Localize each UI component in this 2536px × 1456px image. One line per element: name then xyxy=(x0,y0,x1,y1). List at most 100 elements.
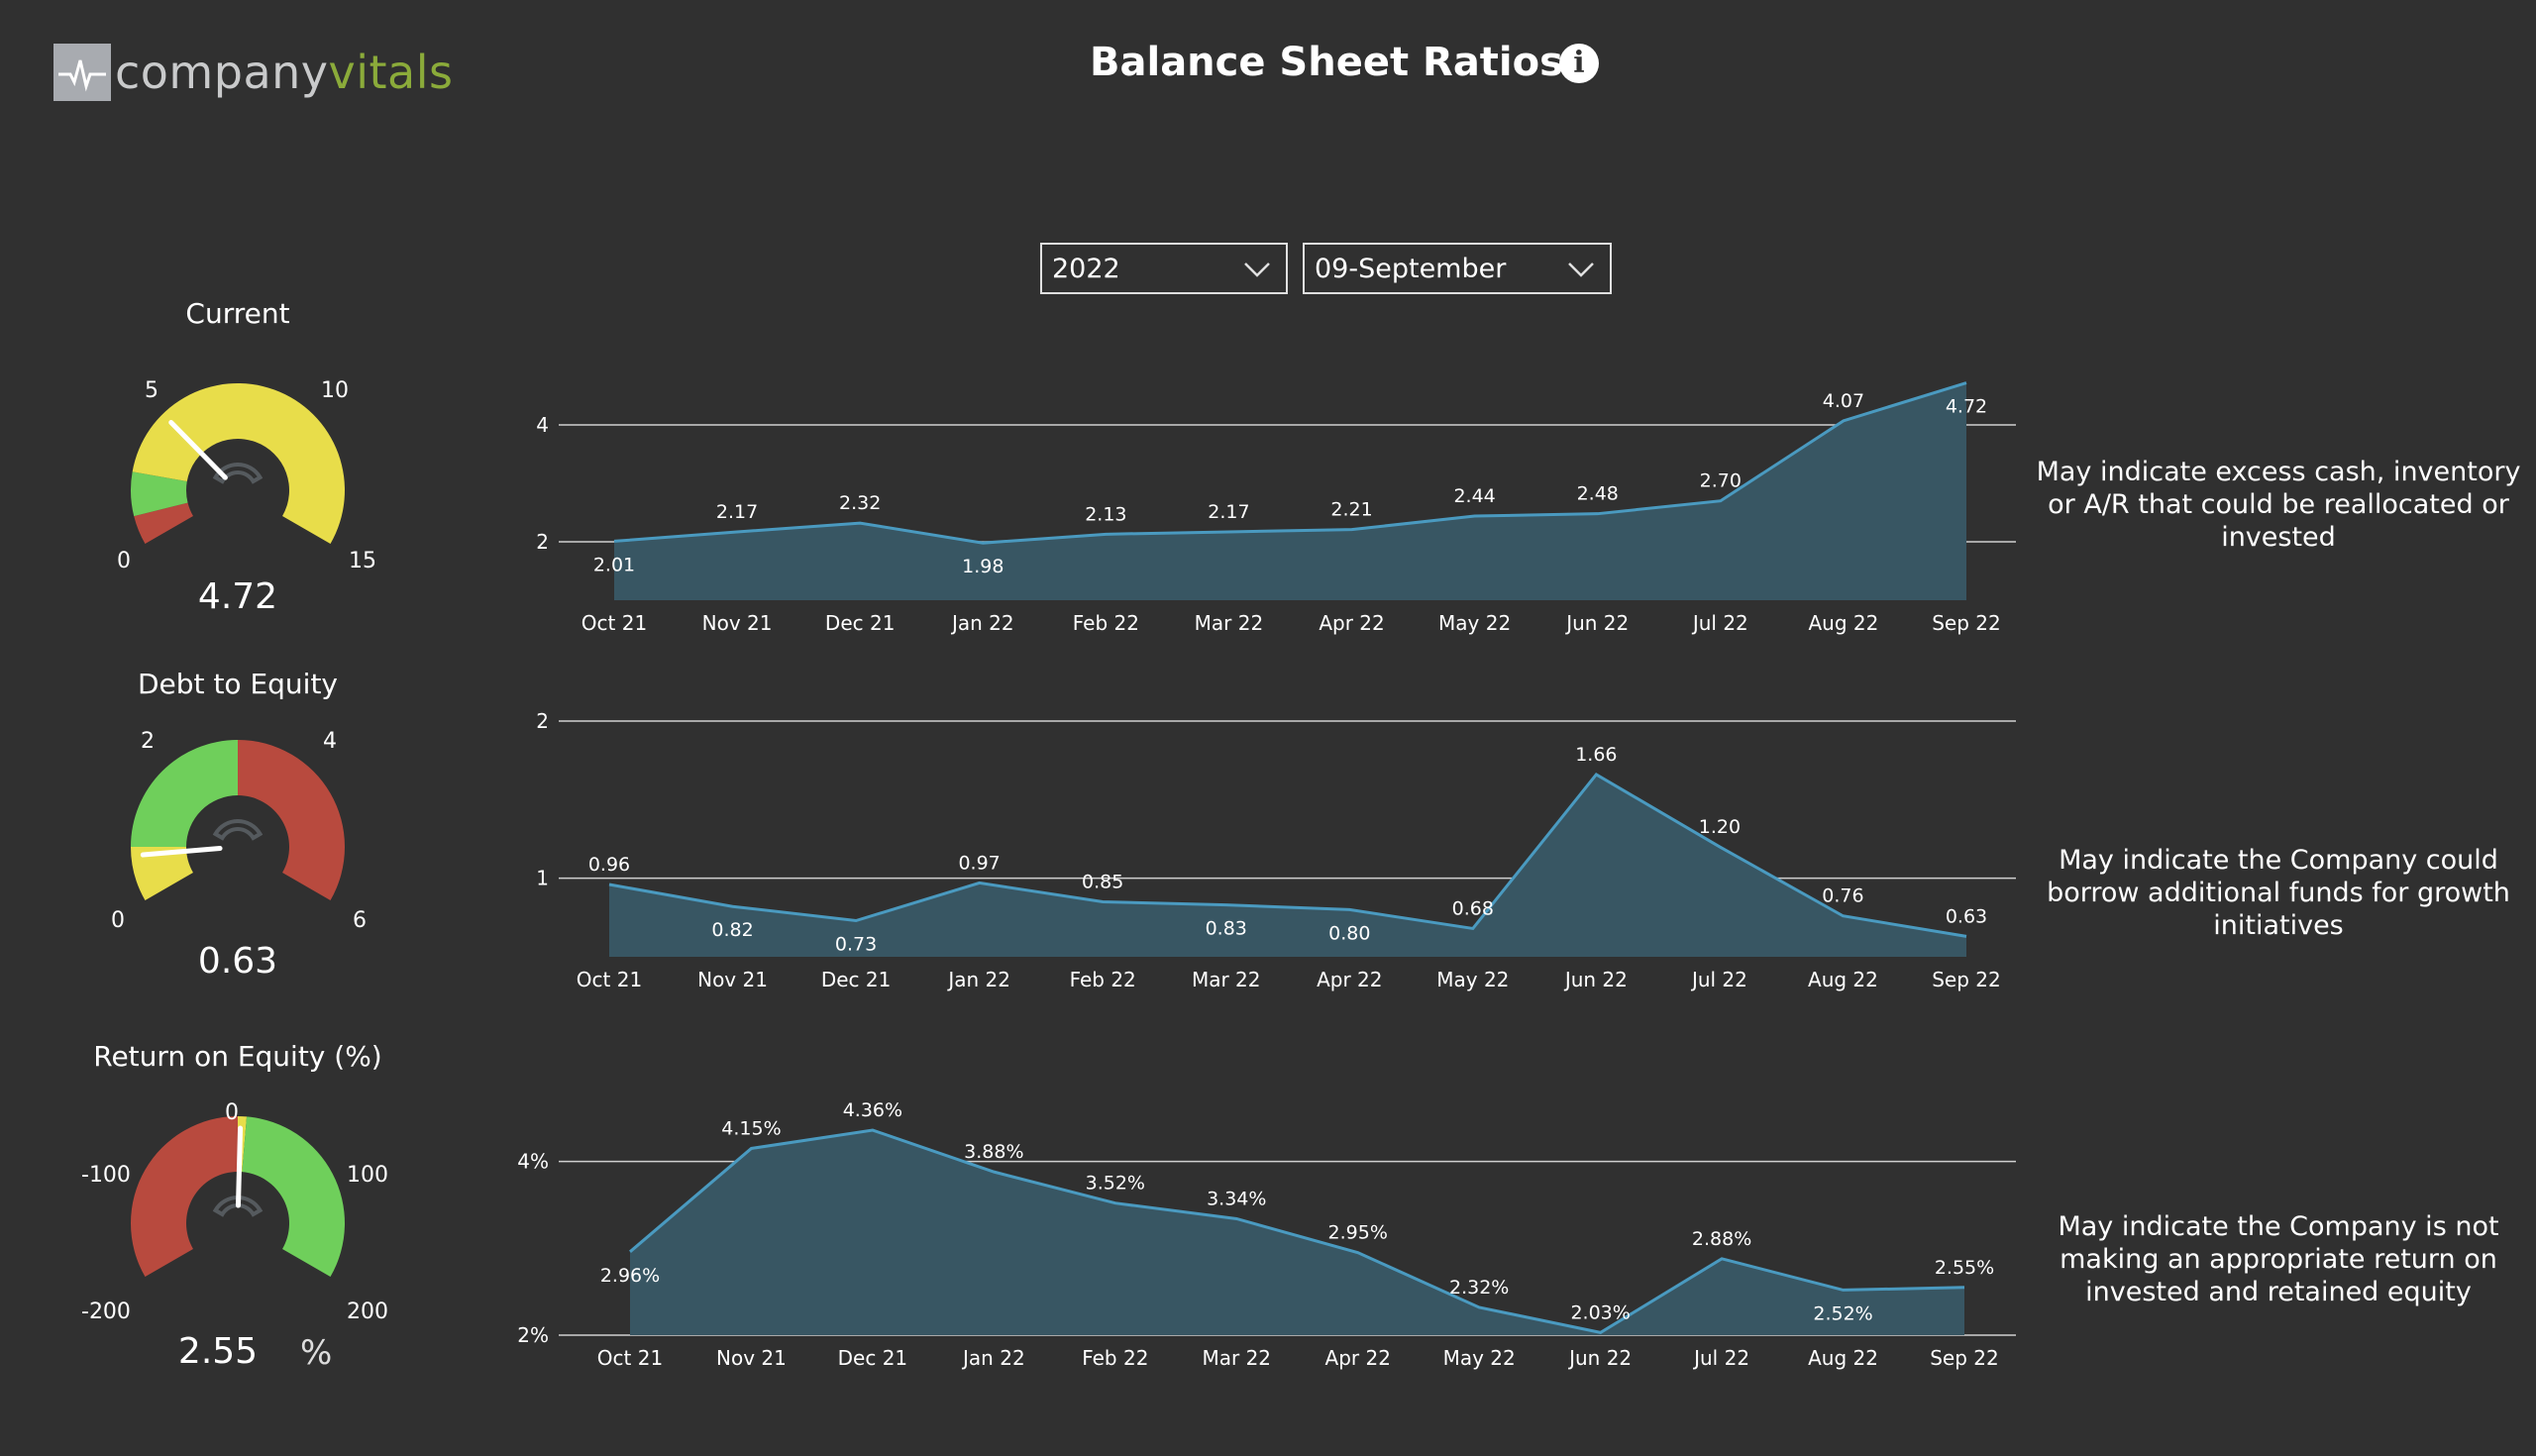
x-tick-label: Mar 22 xyxy=(1195,611,1264,635)
x-tick-label: Feb 22 xyxy=(1082,1346,1148,1370)
gauge-tick: 4 xyxy=(323,729,337,754)
info-icon[interactable]: i xyxy=(1559,44,1599,83)
logo-text-part1: company xyxy=(115,46,329,99)
gauge-band xyxy=(242,1116,345,1277)
data-label: 2.32% xyxy=(1449,1277,1509,1299)
current-ratio-chart: 2 4 2.01 2.17 2.32 1.98 2.13 2.17 2.21 2.44 2.48 2.… xyxy=(536,381,2016,635)
x-tick-label: Jan 22 xyxy=(961,1346,1025,1370)
gauge-title-debt-to-equity: Debt to Equity xyxy=(138,668,338,700)
x-tick-label: Jan 22 xyxy=(950,611,1014,635)
x-tick-label: Jun 22 xyxy=(1564,611,1629,635)
y-tick-label: 2 xyxy=(536,530,549,554)
data-label: 1.66 xyxy=(1575,744,1617,766)
x-tick-label: Dec 21 xyxy=(838,1346,908,1370)
gauge-unit: % xyxy=(300,1333,333,1373)
series-line xyxy=(613,381,1967,545)
x-tick-label: Dec 21 xyxy=(825,611,896,635)
gauge-hub xyxy=(212,463,264,484)
gauge-needle xyxy=(140,846,223,858)
gauge-band xyxy=(131,847,193,900)
chevron-down-icon xyxy=(1244,262,1270,277)
data-label: 3.34% xyxy=(1207,1188,1266,1209)
data-label: 2.32 xyxy=(839,492,881,514)
x-tick-label: Dec 21 xyxy=(821,968,892,991)
gauge-tick: 200 xyxy=(347,1300,388,1324)
x-tick-label: May 22 xyxy=(1443,1346,1516,1370)
gauge-hub xyxy=(212,1196,264,1217)
y-tick-label: 4 xyxy=(536,413,549,437)
x-tick-label: Aug 22 xyxy=(1808,968,1878,991)
x-tick-label: May 22 xyxy=(1438,611,1511,635)
data-label: 2.48 xyxy=(1577,483,1619,505)
gauge-title-current: Current xyxy=(185,297,290,330)
data-label: 2.96% xyxy=(600,1265,660,1287)
x-tick-label: Jul 22 xyxy=(1692,1346,1749,1370)
note-debt-to-equity: May indicate the Company could borrow ad… xyxy=(2047,845,2510,941)
data-label: 0.97 xyxy=(958,852,1000,874)
gauge-tick: -100 xyxy=(81,1163,131,1188)
note-return-on-equity: May indicate the Company is not making a… xyxy=(2058,1211,2499,1307)
data-label: 4.72 xyxy=(1946,396,1987,418)
series-line xyxy=(608,772,1967,938)
y-tick-label: 2 xyxy=(536,709,549,733)
data-label: 4.07 xyxy=(1823,390,1864,412)
data-label: 2.03% xyxy=(1570,1301,1630,1323)
x-tick-label: Apr 22 xyxy=(1325,1346,1391,1370)
area-fill xyxy=(609,774,1966,957)
gauge-tick: 0 xyxy=(117,549,131,573)
x-tick-label: Feb 22 xyxy=(1070,968,1136,991)
x-tick-label: Apr 22 xyxy=(1319,611,1384,635)
x-tick-label: Jul 22 xyxy=(1690,968,1747,991)
area-fill xyxy=(630,1130,1964,1335)
x-tick-label: Oct 21 xyxy=(597,1346,663,1370)
x-tick-label: Aug 22 xyxy=(1808,1346,1878,1370)
data-label: 2.55% xyxy=(1935,1257,1994,1279)
gauge-band xyxy=(131,471,188,517)
gauge-tick: 100 xyxy=(347,1163,388,1188)
x-tick-label: May 22 xyxy=(1436,968,1509,991)
month-dropdown[interactable]: 09-September xyxy=(1303,243,1612,294)
data-label: 2.17 xyxy=(1208,501,1249,523)
x-tick-label: Aug 22 xyxy=(1808,611,1878,635)
data-label: 0.73 xyxy=(835,934,877,956)
note-current-ratio: May indicate excess cash, inventory or A… xyxy=(2036,457,2521,553)
gauge-tick: 15 xyxy=(349,549,376,573)
data-label: 2.13 xyxy=(1085,503,1126,525)
x-tick-label: Nov 21 xyxy=(697,968,768,991)
heartbeat-icon xyxy=(53,44,111,101)
x-tick-label: Mar 22 xyxy=(1192,968,1261,991)
data-label: 4.15% xyxy=(721,1117,781,1139)
page-title: Balance Sheet Ratios xyxy=(1090,40,1563,85)
gauge-value-debt-to-equity: 0.63 xyxy=(197,941,278,982)
gauge-band xyxy=(238,740,345,900)
gauge-return-on-equity xyxy=(131,1116,345,1277)
data-label: 2.44 xyxy=(1453,485,1495,507)
data-label: 0.82 xyxy=(711,919,753,941)
data-label: 1.20 xyxy=(1699,816,1741,838)
data-label: 2.17 xyxy=(716,501,758,523)
gauge-needle xyxy=(235,1125,244,1208)
gauge-tick: 6 xyxy=(353,908,367,933)
x-tick-label: Mar 22 xyxy=(1202,1346,1271,1370)
series-line xyxy=(629,1128,1965,1334)
year-dropdown[interactable]: 2022 xyxy=(1040,243,1288,294)
gauge-tick: 2 xyxy=(141,729,155,754)
gauge-band xyxy=(134,502,193,544)
x-tick-label: Oct 21 xyxy=(577,968,642,991)
data-label: 2.88% xyxy=(1692,1228,1751,1250)
x-tick-label: Sep 22 xyxy=(1930,1346,1999,1370)
gauge-tick: 10 xyxy=(321,378,349,403)
y-tick-label: 2% xyxy=(517,1323,549,1347)
data-label: 0.80 xyxy=(1328,922,1370,944)
data-label: 4.36% xyxy=(843,1099,902,1121)
area-fill xyxy=(614,382,1966,600)
gauge-title-return-on-equity: Return on Equity (%) xyxy=(93,1040,382,1073)
x-tick-label: Oct 21 xyxy=(581,611,647,635)
data-label: 2.52% xyxy=(1813,1302,1872,1324)
x-tick-label: Feb 22 xyxy=(1073,611,1139,635)
data-label: 0.68 xyxy=(1452,897,1494,919)
gauge-tick: 5 xyxy=(145,378,158,403)
gauge-band xyxy=(132,383,345,544)
data-label: 0.96 xyxy=(588,854,630,876)
data-label: 2.95% xyxy=(1328,1222,1388,1244)
